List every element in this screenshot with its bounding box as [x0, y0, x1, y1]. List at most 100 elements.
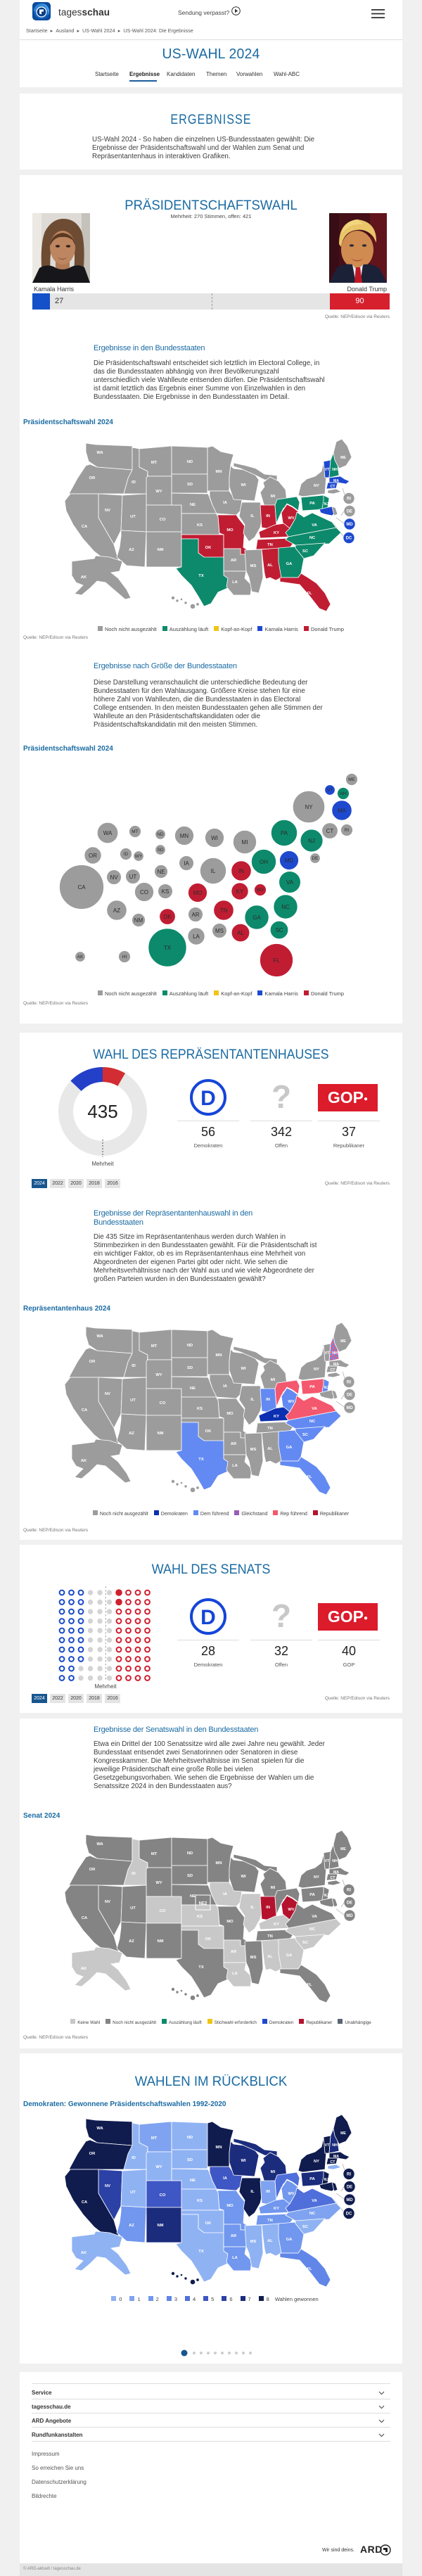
svg-text:LA: LA	[232, 1464, 238, 1468]
svg-text:UT: UT	[130, 1906, 136, 1911]
svg-text:NC: NC	[309, 2212, 316, 2216]
svg-text:RI: RI	[347, 2173, 351, 2177]
svg-text:WY: WY	[155, 1881, 162, 1885]
svg-text:MT: MT	[151, 1344, 158, 1348]
svg-text:MN: MN	[215, 1353, 222, 1358]
svg-text:ME: ME	[340, 456, 346, 460]
svg-text:WI: WI	[241, 2159, 245, 2163]
svg-text:MT: MT	[151, 1852, 158, 1856]
svg-text:FL: FL	[307, 1475, 312, 1479]
svg-text:KY: KY	[274, 2207, 279, 2211]
svg-text:NE: NE	[157, 869, 165, 875]
svg-text:VT: VT	[325, 2143, 330, 2148]
svg-text:SC: SC	[275, 927, 283, 933]
svg-text:NY: NY	[314, 1367, 319, 1372]
svg-text:AL: AL	[267, 2239, 273, 2243]
svg-text:NJ: NJ	[308, 838, 315, 844]
svg-text:OH: OH	[260, 859, 268, 865]
svg-text:OK: OK	[163, 914, 172, 920]
svg-text:CT: CT	[331, 2160, 336, 2164]
svg-text:WV: WV	[288, 2192, 294, 2196]
svg-text:CO: CO	[140, 889, 148, 895]
svg-text:OK: OK	[205, 2221, 212, 2226]
svg-text:SD: SD	[187, 1366, 193, 1370]
svg-text:NV: NV	[105, 509, 110, 513]
svg-text:NJ: NJ	[324, 2178, 329, 2182]
svg-text:MI: MI	[271, 495, 276, 499]
svg-text:NC: NC	[309, 536, 316, 540]
svg-text:CA: CA	[82, 2200, 88, 2205]
svg-text:KS: KS	[197, 1915, 203, 1919]
svg-text:PA: PA	[309, 1385, 315, 1389]
svg-text:GA: GA	[286, 2238, 293, 2242]
svg-text:IA: IA	[223, 1384, 228, 1389]
svg-text:AZ: AZ	[129, 1939, 134, 1944]
svg-text:WV: WV	[288, 1400, 294, 1404]
svg-text:DE: DE	[347, 1394, 352, 1398]
svg-text:WA: WA	[96, 451, 103, 455]
svg-text:WV: WV	[288, 1908, 294, 1912]
svg-text:VA: VA	[312, 523, 317, 528]
svg-text:WY: WY	[135, 854, 143, 859]
svg-text:WA: WA	[96, 1334, 103, 1339]
svg-text:ND: ND	[157, 832, 164, 837]
svg-text:MI: MI	[242, 839, 248, 846]
svg-text:MT: MT	[132, 829, 138, 834]
svg-text:MS: MS	[250, 1956, 257, 1960]
svg-text:MD: MD	[346, 1914, 353, 1918]
svg-text:CO: CO	[160, 518, 166, 522]
svg-text:NY: NY	[314, 1875, 319, 1880]
svg-text:HI: HI	[122, 955, 127, 959]
svg-text:VA: VA	[312, 1915, 317, 1919]
svg-text:UT: UT	[130, 515, 136, 519]
svg-text:NJ: NJ	[324, 1894, 329, 1898]
svg-text:CA: CA	[77, 884, 86, 891]
svg-text:MA: MA	[333, 479, 339, 483]
svg-text:PA: PA	[309, 502, 315, 506]
svg-text:NY: NY	[305, 804, 313, 810]
svg-text:OR: OR	[89, 1360, 96, 1364]
svg-text:NV: NV	[105, 1900, 110, 1904]
svg-text:IN: IN	[266, 2190, 270, 2194]
svg-text:SD: SD	[187, 2158, 193, 2162]
svg-text:WI: WI	[241, 1367, 245, 1371]
svg-text:PA: PA	[309, 1893, 315, 1897]
svg-text:MD: MD	[346, 1406, 353, 1410]
svg-text:NC: NC	[281, 904, 290, 910]
svg-text:SD: SD	[157, 848, 163, 853]
svg-text:FL: FL	[307, 2267, 312, 2271]
svg-text:MS: MS	[250, 564, 257, 568]
svg-text:AR: AR	[231, 1950, 237, 1954]
svg-text:OK: OK	[205, 546, 212, 550]
svg-text:IL: IL	[211, 868, 216, 874]
svg-text:WV: WV	[288, 516, 294, 521]
svg-text:OR: OR	[89, 853, 97, 859]
svg-text:TX: TX	[198, 1965, 204, 1970]
svg-text:WA: WA	[96, 1842, 103, 1847]
svg-text:CT: CT	[331, 1368, 336, 1372]
svg-text:MD: MD	[285, 857, 294, 864]
svg-text:OK: OK	[205, 1429, 212, 1434]
svg-text:NJ: NJ	[324, 1386, 329, 1390]
svg-text:RI: RI	[347, 1889, 351, 1893]
svg-text:KS: KS	[162, 888, 170, 895]
svg-text:FL: FL	[307, 1983, 312, 1987]
svg-text:FL: FL	[307, 592, 312, 596]
svg-text:ND: ND	[187, 2136, 193, 2140]
svg-text:KS: KS	[197, 523, 203, 528]
svg-text:GA: GA	[252, 914, 261, 921]
svg-text:IA: IA	[223, 1892, 228, 1896]
svg-text:IL: IL	[250, 1906, 255, 1910]
svg-text:NY: NY	[314, 484, 319, 488]
svg-text:IN: IN	[238, 868, 244, 874]
svg-text:NH: NH	[332, 1351, 338, 1356]
svg-text:KY: KY	[274, 531, 279, 535]
svg-text:MO: MO	[193, 890, 203, 896]
svg-text:AL: AL	[237, 930, 244, 936]
svg-text:NV: NV	[105, 2184, 110, 2188]
svg-text:AL: AL	[267, 1955, 273, 1959]
svg-text:GA: GA	[286, 562, 293, 566]
svg-text:AR: AR	[231, 559, 237, 563]
svg-text:LA: LA	[232, 580, 238, 585]
svg-text:IA: IA	[223, 501, 228, 505]
